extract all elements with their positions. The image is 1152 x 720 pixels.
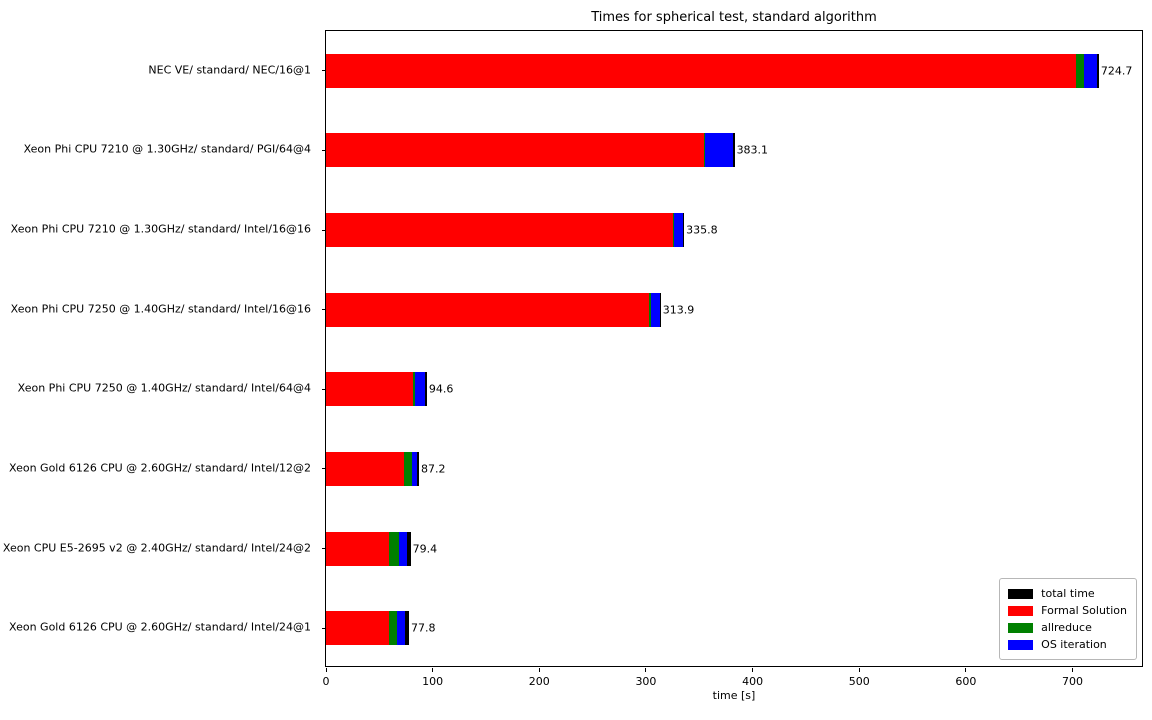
category-label: Xeon Gold 6126 CPU @ 2.60GHz/ standard/ …: [9, 620, 311, 634]
bar-segment-formal-solution: [326, 213, 674, 248]
x-tick: [538, 668, 540, 672]
bar-segment-allreduce: [703, 133, 706, 168]
bar-segment-formal-solution: [326, 53, 1077, 88]
bar-value-label: 383.1: [736, 143, 769, 157]
category-label: Xeon Phi CPU 7210 @ 1.30GHz/ standard/ I…: [10, 222, 311, 236]
plot-area: 724.7 383.1 335.8 313.9 94.6 87.2 79.4 77.8 tot…: [322, 30, 1143, 688]
x-tick-label: 300: [635, 675, 657, 688]
bar-segment-formal-solution: [326, 531, 390, 566]
legend-label: allreduce: [1041, 621, 1092, 634]
stacked-bar: [326, 611, 409, 646]
legend-item: total time: [1008, 585, 1127, 602]
bar-value-label: 87.2: [420, 462, 446, 476]
legend-item: allreduce: [1008, 619, 1127, 636]
x-tick: [858, 668, 860, 672]
bar-segment-os-iteration: [397, 611, 406, 646]
x-tick-label: 700: [1062, 675, 1084, 688]
x-tick: [645, 668, 647, 672]
y-tick: [322, 388, 326, 390]
bar-value-label: 77.8: [410, 621, 436, 635]
legend-swatch-os-iteration: [1008, 639, 1034, 650]
chart-title: Times for spherical test, standard algor…: [591, 10, 877, 25]
category-label: Xeon Phi CPU 7250 @ 1.40GHz/ standard/ I…: [17, 381, 311, 395]
y-axis-category-labels: NEC VE/ standard/ NEC/16@1 Xeon Phi CPU 7…: [0, 30, 318, 667]
bar-segment-allreduce: [388, 611, 398, 646]
stacked-bar: [326, 372, 427, 407]
category-label: Xeon CPU E5-2695 v2 @ 2.40GHz/ standard/…: [2, 541, 311, 555]
legend-label: Formal Solution: [1041, 604, 1127, 617]
x-tick-label: 500: [848, 675, 870, 688]
x-tick-label: 600: [955, 675, 977, 688]
bar-value-label: 94.6: [428, 382, 454, 396]
legend-label: OS iteration: [1041, 638, 1107, 651]
x-tick: [325, 668, 327, 672]
stacked-bar: [326, 451, 419, 486]
legend-swatch-total-time: [1008, 588, 1034, 599]
bar-value-label: 335.8: [686, 223, 718, 237]
x-tick-label: 400: [742, 675, 764, 688]
x-tick: [1072, 668, 1074, 672]
bar-segment-os-iteration: [415, 372, 425, 407]
x-tick: [965, 668, 967, 672]
x-tick: [752, 668, 754, 672]
bar-value-label: 724.7: [1100, 64, 1133, 78]
bar-segment-os-iteration: [411, 451, 418, 486]
bar-segment-allreduce: [389, 531, 400, 566]
bar-segment-formal-solution: [326, 372, 413, 407]
legend-label: total time: [1041, 587, 1095, 600]
bar-segment-allreduce: [649, 292, 652, 327]
stacked-bar: [326, 531, 411, 566]
bar-segment-allreduce: [1076, 53, 1085, 88]
legend-swatch-formal-solution: [1008, 605, 1034, 616]
y-tick: [322, 149, 326, 151]
bar-segment-os-iteration: [705, 133, 734, 168]
y-tick: [322, 229, 326, 231]
bar-segment-os-iteration: [673, 213, 684, 248]
x-tick-label: 100: [422, 675, 444, 688]
bar-segment-formal-solution: [326, 292, 650, 327]
y-tick: [322, 627, 326, 629]
category-label: Xeon Phi CPU 7250 @ 1.40GHz/ standard/ I…: [10, 302, 311, 316]
y-tick: [322, 468, 326, 470]
x-axis-label: time [s]: [712, 689, 756, 702]
y-tick: [322, 309, 326, 311]
legend-item: Formal Solution: [1008, 602, 1127, 619]
bar-value-label: 79.4: [412, 542, 438, 556]
legend-item: OS iteration: [1008, 636, 1127, 653]
y-tick: [322, 548, 326, 550]
category-label: Xeon Gold 6126 CPU @ 2.60GHz/ standard/ …: [9, 461, 311, 475]
bar-segment-allreduce: [412, 372, 416, 407]
category-label: NEC VE/ standard/ NEC/16@1: [148, 63, 311, 77]
bar-segment-os-iteration: [1084, 53, 1098, 88]
stacked-bar: [326, 133, 735, 168]
bar-value-label: 313.9: [662, 303, 695, 317]
bar-segment-formal-solution: [326, 451, 405, 486]
legend: total time Formal Solution allreduce OS ite…: [999, 578, 1137, 660]
bar-segment-os-iteration: [651, 292, 660, 327]
bar-segment-allreduce: [404, 451, 412, 486]
bar-segment-formal-solution: [326, 133, 704, 168]
bar-segment-os-iteration: [399, 531, 408, 566]
x-tick-label: 0: [322, 675, 330, 688]
category-label: Xeon Phi CPU 7210 @ 1.30GHz/ standard/ P…: [23, 142, 311, 156]
stacked-bar: [326, 53, 1099, 88]
x-tick: [432, 668, 434, 672]
stacked-bar: [326, 213, 685, 248]
stacked-bar: [326, 292, 661, 327]
bar-segment-formal-solution: [326, 611, 389, 646]
x-tick-label: 200: [528, 675, 550, 688]
y-tick: [322, 70, 326, 72]
legend-swatch-allreduce: [1008, 622, 1034, 633]
